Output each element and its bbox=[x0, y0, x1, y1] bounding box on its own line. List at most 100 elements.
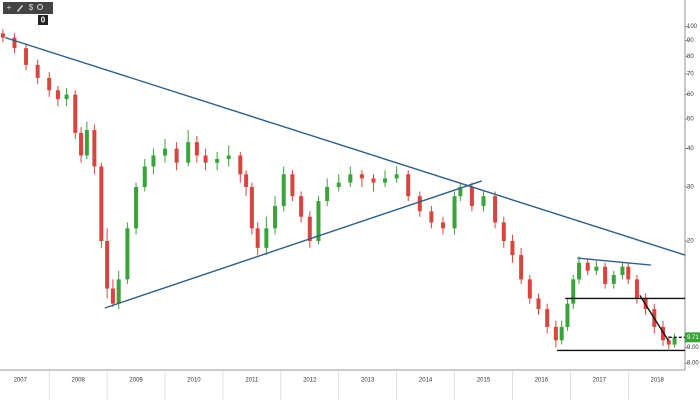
badge-bg bbox=[38, 15, 48, 25]
candle-body bbox=[527, 279, 532, 299]
y-tick-label: 50 bbox=[687, 116, 694, 122]
candle-body bbox=[620, 266, 625, 276]
candle-body bbox=[660, 326, 665, 341]
candle-body bbox=[440, 222, 445, 229]
toolbar-button[interactable]: $ bbox=[29, 3, 34, 12]
y-tick-label: 8.00 bbox=[687, 361, 699, 367]
candle-body bbox=[125, 228, 130, 280]
candle-body bbox=[594, 266, 599, 271]
candle-body bbox=[519, 255, 524, 280]
candle-body bbox=[553, 326, 558, 341]
candle-body bbox=[151, 155, 156, 167]
candle-body bbox=[603, 266, 608, 284]
candle-body bbox=[406, 174, 411, 197]
candle-body bbox=[634, 279, 639, 299]
x-tick-label: 2016 bbox=[535, 378, 549, 384]
y-tick-label: 60 bbox=[687, 92, 694, 98]
candle-body bbox=[565, 303, 570, 327]
candle-body bbox=[559, 326, 564, 341]
y-tick-label: 9.00 bbox=[687, 345, 699, 351]
candle-body bbox=[99, 166, 104, 242]
candle-body bbox=[383, 178, 388, 183]
candle-body bbox=[174, 148, 179, 163]
x-tick-label: 2011 bbox=[245, 378, 259, 384]
y-tick-label: 20 bbox=[687, 239, 694, 245]
candle-body bbox=[194, 142, 199, 156]
candle-body bbox=[672, 337, 677, 345]
candle-body bbox=[325, 186, 330, 202]
x-tick-label: 2018 bbox=[651, 378, 665, 384]
y-tick-label: 80 bbox=[687, 54, 694, 60]
candle-body bbox=[226, 155, 231, 160]
candle-body bbox=[24, 48, 29, 65]
y-tick-label: 70 bbox=[687, 72, 694, 78]
search-icon[interactable] bbox=[37, 4, 43, 10]
y-tick-label: 90 bbox=[687, 38, 694, 44]
candle-body bbox=[585, 262, 590, 271]
candle-body bbox=[238, 155, 243, 175]
candle-body bbox=[348, 174, 353, 183]
candle-body bbox=[458, 186, 463, 197]
trend-line bbox=[577, 257, 651, 266]
candle-body bbox=[281, 174, 286, 207]
candle-body bbox=[203, 155, 208, 163]
candle-body bbox=[545, 309, 550, 327]
candle-body bbox=[134, 186, 139, 229]
badge: 0 bbox=[41, 16, 46, 25]
toolbar: + $ 0 bbox=[3, 2, 53, 25]
candle-body bbox=[536, 298, 541, 310]
candle-body bbox=[163, 148, 168, 156]
trend-line bbox=[104, 180, 482, 309]
candle-body bbox=[299, 196, 304, 217]
x-tick-label: 2012 bbox=[303, 378, 317, 384]
last-price-label: 9.71 bbox=[687, 335, 699, 341]
candle-body bbox=[371, 178, 376, 183]
trend-line bbox=[4, 36, 686, 256]
candle-body bbox=[255, 228, 260, 248]
candle-body bbox=[394, 174, 399, 179]
candle-body bbox=[429, 211, 434, 223]
pencil-icon[interactable] bbox=[17, 5, 23, 12]
candle-body bbox=[105, 241, 110, 289]
candle-body bbox=[469, 186, 474, 207]
x-tick-label: 2015 bbox=[477, 378, 491, 384]
x-tick-label: 2008 bbox=[71, 378, 85, 384]
candle-body bbox=[47, 77, 52, 91]
candle-body bbox=[666, 340, 671, 345]
candle-body bbox=[316, 201, 321, 242]
candle-body bbox=[73, 94, 78, 133]
toolbar-button[interactable]: + bbox=[7, 3, 12, 12]
candle-body bbox=[307, 216, 312, 242]
candle-body bbox=[264, 228, 269, 248]
x-tick-label: 2014 bbox=[419, 378, 433, 384]
candle-body bbox=[0, 33, 5, 38]
candle-body bbox=[501, 222, 506, 242]
candle-body bbox=[79, 132, 84, 156]
trend-line bbox=[639, 295, 669, 341]
last-price-box bbox=[685, 332, 700, 343]
candle-body bbox=[142, 166, 147, 187]
candle-body bbox=[116, 279, 121, 304]
candle-body bbox=[452, 196, 457, 229]
candle-body bbox=[571, 279, 576, 304]
candle-body bbox=[186, 142, 191, 163]
candle-body bbox=[510, 241, 515, 256]
x-tick-label: 2007 bbox=[14, 378, 28, 384]
candle-body bbox=[493, 196, 498, 223]
x-tick-label: 2009 bbox=[129, 378, 143, 384]
candle-body bbox=[359, 174, 364, 179]
candle-body bbox=[626, 266, 631, 280]
candle-body bbox=[249, 186, 254, 229]
y-tick-label: 30 bbox=[687, 185, 694, 191]
candle-body bbox=[12, 37, 17, 49]
x-tick-label: 2010 bbox=[187, 378, 201, 384]
candle-body bbox=[577, 262, 582, 280]
x-tick-label: 2017 bbox=[593, 378, 607, 384]
y-tick-label: 40 bbox=[687, 146, 694, 152]
candle-body bbox=[244, 174, 249, 187]
candle-body bbox=[35, 64, 40, 78]
y-tick-label: 100 bbox=[687, 24, 698, 30]
candle-body bbox=[84, 130, 89, 156]
